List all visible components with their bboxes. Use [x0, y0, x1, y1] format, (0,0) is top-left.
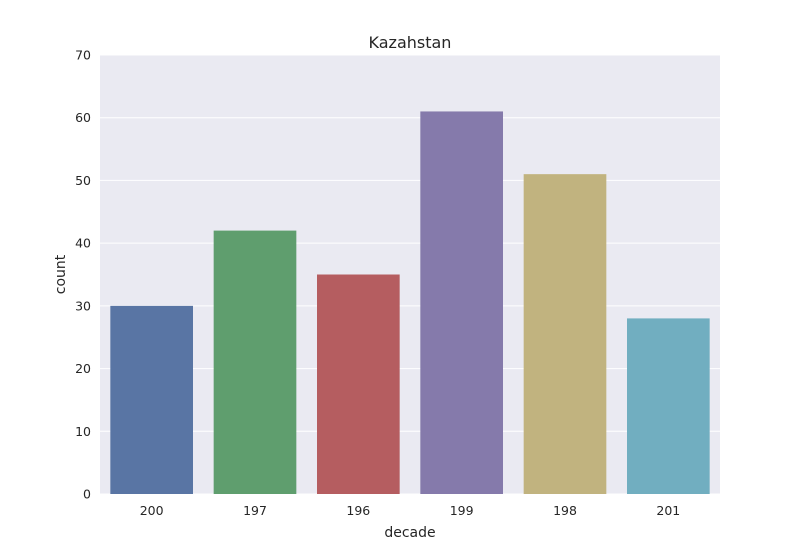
y-axis-label: count: [53, 254, 69, 294]
bar-198: [523, 174, 607, 494]
x-axis-label: decade: [384, 525, 435, 541]
bar-200: [110, 305, 193, 494]
y-tick-labels: 0 10 20 30 40 50 60 70: [75, 48, 91, 502]
plot-background: [100, 55, 720, 494]
x-tick-label: 201: [656, 503, 680, 518]
bar-197: [213, 230, 297, 494]
x-tick-label: 200: [140, 503, 164, 518]
x-tick-label: 199: [450, 503, 474, 518]
gridlines: [100, 54, 720, 495]
x-tick-label: 196: [346, 503, 370, 518]
x-tick-label: 197: [243, 503, 267, 518]
x-tick-labels: 200 197 196 199 198 201: [140, 503, 681, 518]
y-tick-label: 70: [75, 48, 91, 63]
y-tick-label: 10: [75, 424, 91, 439]
y-tick-label: 50: [75, 173, 91, 188]
y-tick-label: 30: [75, 298, 91, 313]
bars: [110, 111, 710, 494]
bar-201: [627, 318, 710, 494]
bar-199: [420, 111, 503, 494]
y-tick-label: 60: [75, 110, 91, 125]
chart-title: Kazahstan: [369, 33, 452, 52]
y-tick-label: 0: [83, 487, 91, 502]
bar-196: [317, 274, 400, 494]
y-tick-label: 40: [75, 236, 91, 251]
x-tick-label: 198: [553, 503, 577, 518]
y-tick-label: 20: [75, 361, 91, 376]
